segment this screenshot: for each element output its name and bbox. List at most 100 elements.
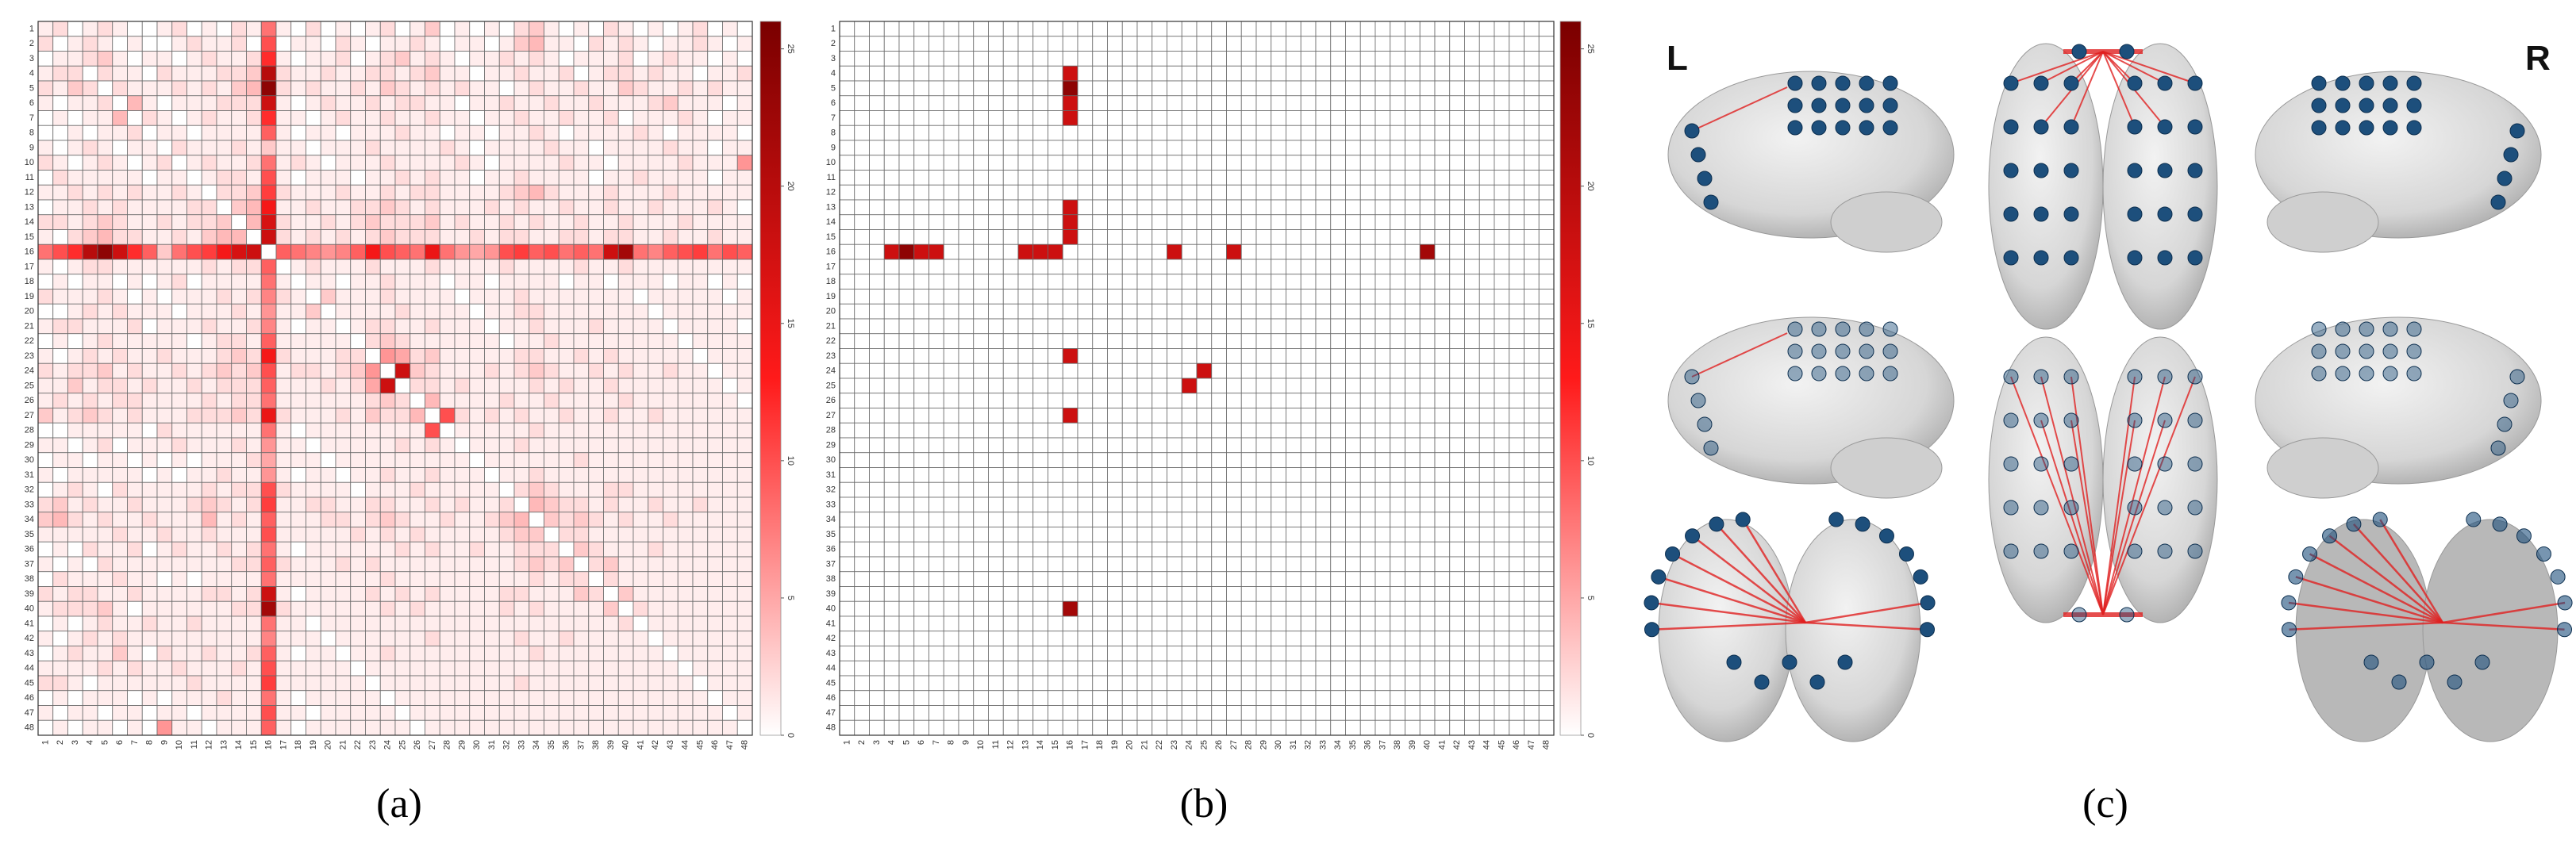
heatmap-cell xyxy=(929,289,944,305)
heatmap-cell xyxy=(336,81,351,96)
heatmap-cell xyxy=(1390,185,1405,200)
heatmap-cell xyxy=(1360,363,1375,378)
heatmap-cell xyxy=(618,468,633,483)
heatmap-cell xyxy=(232,319,247,334)
heatmap-cell xyxy=(1420,616,1435,631)
heatmap-cell xyxy=(1390,363,1405,378)
heatmap-cell xyxy=(1137,676,1152,691)
heatmap-cell xyxy=(202,185,217,200)
heatmap-cell xyxy=(499,21,514,36)
heatmap-cell xyxy=(1390,393,1405,408)
heatmap-cell xyxy=(840,453,855,468)
heatmap-cell xyxy=(217,244,232,259)
heatmap-cell xyxy=(142,36,157,52)
heatmap-cell xyxy=(1509,289,1524,305)
heatmap-cell xyxy=(1122,52,1137,67)
heatmap-cell xyxy=(1256,601,1271,616)
heatmap-cell xyxy=(633,378,648,393)
heatmap-cell xyxy=(1108,52,1123,67)
heatmap-cell xyxy=(1256,646,1271,661)
heatmap-cell xyxy=(1063,363,1078,378)
heatmap-cell xyxy=(589,319,604,334)
heatmap-cell xyxy=(974,601,989,616)
heatmap-cell xyxy=(944,259,959,274)
heatmap-cell xyxy=(1479,304,1494,319)
heatmap-cell xyxy=(1033,631,1048,646)
heatmap-cell xyxy=(693,289,708,305)
heatmap-cell xyxy=(648,304,663,319)
heatmap-cell xyxy=(455,706,470,721)
heatmap-cell xyxy=(1093,572,1108,587)
heatmap-cell xyxy=(1256,527,1271,543)
heatmap-cell xyxy=(544,631,559,646)
heatmap-cell xyxy=(1316,720,1331,735)
heatmap-cell xyxy=(1509,81,1524,96)
heatmap-cell xyxy=(648,140,663,155)
heatmap-cell xyxy=(1271,616,1286,631)
x-tick-label: 15 xyxy=(249,740,259,750)
heatmap-cell xyxy=(366,155,381,171)
heatmap-cell xyxy=(1494,111,1509,126)
heatmap-cell xyxy=(1256,512,1271,527)
heatmap-cell xyxy=(914,319,929,334)
heatmap-cell xyxy=(1093,676,1108,691)
heatmap-cell xyxy=(53,378,68,393)
heatmap-cell xyxy=(470,36,485,52)
heatmap-cell xyxy=(395,363,410,378)
heatmap-cell xyxy=(589,140,604,155)
heatmap-cell xyxy=(1033,200,1048,215)
heatmap-cell xyxy=(1048,125,1063,140)
heatmap-cell xyxy=(395,244,410,259)
heatmap-cell xyxy=(98,482,113,497)
heatmap-cell xyxy=(1167,393,1182,408)
heatmap-cell xyxy=(514,557,529,572)
heatmap-cell xyxy=(1420,66,1435,81)
heatmap-cell xyxy=(38,572,53,587)
heatmap-cell xyxy=(914,244,929,259)
heatmap-cell xyxy=(1212,557,1227,572)
heatmap-cell xyxy=(1301,81,1316,96)
heatmap-cell xyxy=(455,393,470,408)
heatmap-cell xyxy=(1405,661,1421,676)
heatmap-cell xyxy=(1033,572,1048,587)
heatmap-cell xyxy=(959,438,974,453)
heatmap-cell xyxy=(38,363,53,378)
heatmap-cell xyxy=(899,111,914,126)
heatmap-cell xyxy=(440,587,455,602)
heatmap-cell xyxy=(321,215,336,230)
heatmap-cell xyxy=(633,646,648,661)
heatmap-cell xyxy=(410,52,425,67)
heatmap-cell xyxy=(1420,393,1435,408)
heatmap-cell xyxy=(68,646,83,661)
heatmap-cell xyxy=(1479,259,1494,274)
heatmap-cell xyxy=(1227,363,1242,378)
heatmap-cell xyxy=(68,155,83,171)
heatmap-cell xyxy=(1212,349,1227,364)
heatmap-cell xyxy=(410,706,425,721)
heatmap-cell xyxy=(708,215,723,230)
heatmap-cell xyxy=(157,66,172,81)
heatmap-cell xyxy=(455,363,470,378)
heatmap-cell xyxy=(276,81,291,96)
heatmap-cell xyxy=(1450,230,1465,245)
heatmap-cell xyxy=(1405,423,1421,438)
heatmap-cell xyxy=(1524,363,1540,378)
heatmap-cell xyxy=(1435,438,1450,453)
heatmap-cell xyxy=(1331,587,1346,602)
heatmap-cell xyxy=(395,691,410,706)
heatmap-cell xyxy=(366,497,381,512)
heatmap-cell xyxy=(261,557,276,572)
heatmap-cell xyxy=(884,304,899,319)
heatmap-cell xyxy=(1420,200,1435,215)
heatmap-cell xyxy=(485,21,500,36)
heatmap-cell xyxy=(1331,691,1346,706)
heatmap-cell xyxy=(708,542,723,557)
heatmap-cell xyxy=(1465,482,1480,497)
heatmap-cell xyxy=(1167,587,1182,602)
y-tick-label: 31 xyxy=(25,470,34,480)
heatmap-cell xyxy=(1122,21,1137,36)
heatmap-cell xyxy=(1301,171,1316,186)
heatmap-cell xyxy=(618,81,633,96)
heatmap-cell xyxy=(247,155,262,171)
heatmap-cell xyxy=(1301,378,1316,393)
